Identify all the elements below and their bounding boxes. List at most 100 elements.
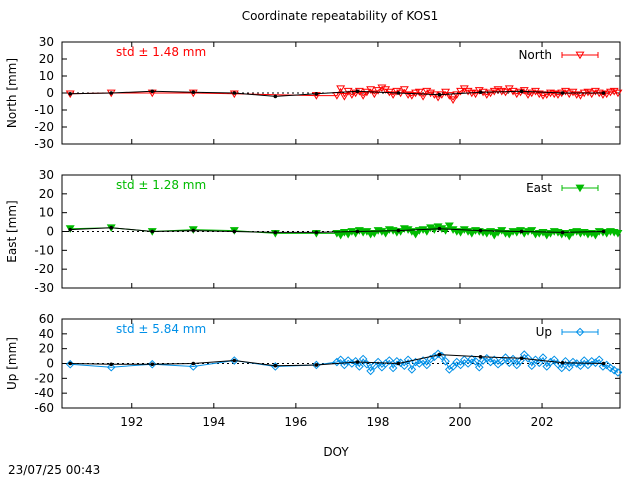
data-point (527, 227, 537, 235)
daily-point (437, 92, 442, 97)
panels: 30 20 10 0 -10 -20 -30 North [mm] std ± 1.48 mm N… (5, 35, 623, 429)
data-point (463, 359, 473, 368)
legend-marker (575, 327, 585, 337)
y-tick-label: 10 (39, 69, 54, 83)
daily-point (437, 352, 442, 357)
data-point (534, 90, 544, 99)
data-point (366, 366, 375, 376)
data-point (373, 357, 383, 367)
data-point (598, 362, 608, 371)
y-tick-label: -20 (34, 262, 54, 276)
data-point (452, 91, 462, 99)
std-label: std ± 1.48 mm (116, 45, 206, 59)
timestamp: 23/07/25 00:43 (8, 463, 100, 477)
data-point (605, 88, 615, 97)
daily-point (601, 229, 606, 234)
daily-point (150, 362, 155, 367)
data-point (369, 90, 379, 99)
daily-point (109, 91, 114, 95)
legend-label: North (518, 48, 552, 62)
data-point (351, 356, 360, 366)
data-point (489, 231, 499, 240)
data-point (312, 360, 321, 370)
daily-point (478, 355, 483, 359)
x-tick-label: 194 (202, 415, 225, 429)
data-point (590, 231, 600, 240)
data-point (613, 89, 623, 98)
data-point (564, 232, 574, 241)
panel-east: 30 20 10 0 -10 -20 -30 East [mm] std ± 1.28 mm Ea… (5, 168, 623, 295)
data-point (426, 354, 435, 364)
y-tick-label: -30 (34, 137, 54, 151)
std-label: std ± 5.84 mm (116, 322, 206, 336)
daily-point (601, 91, 606, 95)
daily-point (109, 362, 114, 367)
data-point (486, 357, 495, 367)
daily-point (355, 229, 360, 234)
data-point (501, 88, 511, 97)
x-tick-label: 198 (366, 415, 389, 429)
daily-point (355, 360, 360, 364)
data-point (456, 87, 466, 96)
daily-point (191, 361, 196, 366)
data-point (358, 92, 368, 100)
data-point (590, 87, 600, 96)
daily-point (150, 229, 155, 234)
data-point (501, 353, 510, 362)
data-point (422, 228, 432, 236)
daily-point (437, 226, 442, 231)
x-tick-label: 192 (120, 415, 143, 429)
data-point (579, 356, 589, 365)
data-point (388, 91, 398, 99)
data-point (441, 356, 450, 366)
data-point (531, 355, 540, 365)
data-point (527, 89, 537, 98)
data-point (147, 359, 157, 369)
data-point (422, 360, 432, 370)
daily-point (314, 230, 319, 235)
data-point (606, 363, 615, 373)
daily-point (191, 90, 196, 94)
data-point (561, 356, 570, 366)
data-point (426, 89, 436, 98)
data-point (448, 362, 458, 371)
chart-title: Coordinate repeatability of KOS1 (242, 9, 439, 23)
y-tick-label: -20 (34, 371, 54, 385)
x-tick-label: 202 (531, 415, 554, 429)
data-point (373, 87, 383, 95)
daily-line (70, 90, 604, 97)
daily-point (601, 361, 606, 366)
daily-point (560, 91, 565, 95)
y-axis-label: Up [mm] (5, 337, 19, 390)
daily-point (68, 92, 73, 96)
y-tick-label: 0 (46, 357, 54, 371)
daily-point (273, 363, 278, 368)
daily-point (396, 361, 401, 366)
data-point (362, 88, 372, 97)
y-tick-label: -20 (34, 120, 54, 134)
daily-point (232, 229, 237, 234)
y-tick-label: 0 (46, 86, 54, 100)
data-point (534, 358, 544, 368)
y-tick-label: -10 (34, 103, 54, 117)
data-point (613, 230, 623, 238)
data-point (411, 230, 421, 239)
daily-point (232, 91, 237, 95)
daily-point (478, 228, 483, 233)
data-point (467, 354, 477, 364)
data-point (486, 228, 496, 236)
data-point (229, 90, 239, 99)
data-point (613, 368, 623, 377)
daily-point (478, 90, 483, 94)
y-tick-label: -60 (34, 401, 54, 415)
daily-point (150, 89, 155, 94)
daily-point (560, 360, 565, 365)
y-tick-label: -10 (34, 243, 54, 257)
data-point (549, 355, 559, 365)
daily-point (273, 94, 278, 99)
daily-point (314, 92, 319, 96)
data-point (188, 89, 198, 98)
data-point (399, 86, 409, 94)
data-point (369, 230, 379, 238)
